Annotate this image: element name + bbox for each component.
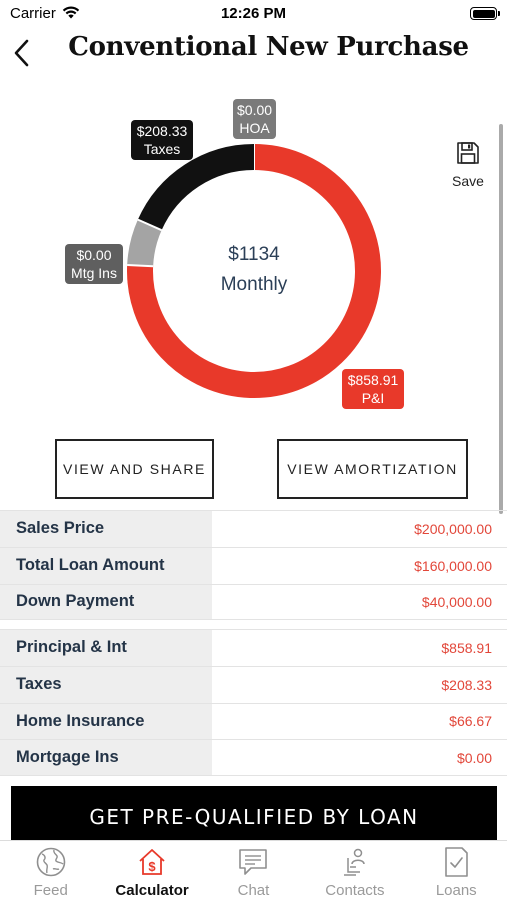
tab-label: Calculator — [115, 882, 189, 899]
contacts-icon — [343, 848, 365, 876]
donut-separator — [137, 218, 163, 232]
table-row: Principal & Int $858.91 — [0, 629, 507, 666]
callout-mtg-ins: $0.00 Mtg Ins — [65, 244, 123, 284]
tab-bar: Feed $ Calculator Chat — [0, 840, 507, 900]
tab-label: Contacts — [325, 882, 385, 899]
view-amortization-button[interactable]: VIEW AMORTIZATION — [277, 439, 468, 499]
callout-pi-label: P&I — [361, 390, 385, 406]
tab-contacts[interactable]: Contacts — [304, 841, 405, 900]
save-icon — [457, 142, 479, 164]
back-button[interactable] — [10, 36, 34, 70]
row-label: Total Loan Amount — [0, 547, 212, 584]
wifi-icon — [62, 6, 80, 19]
row-label: Down Payment — [0, 584, 212, 620]
table-row: Mortgage Ins $0.00 — [0, 739, 507, 776]
table-row: Sales Price $200,000.00 — [0, 510, 507, 547]
table-row: Down Payment $40,000.00 — [0, 583, 507, 621]
callout-taxes-label: Taxes — [143, 141, 181, 157]
save-button[interactable]: Save — [448, 140, 488, 189]
chat-icon — [239, 849, 268, 875]
view-and-share-button[interactable]: VIEW AND SHARE — [55, 439, 214, 499]
row-value: $858.91 — [441, 639, 492, 656]
callout-taxes-value: $208.33 — [136, 123, 188, 139]
row-value: $0.00 — [456, 749, 492, 766]
row-label: Sales Price — [0, 511, 212, 547]
callout-mtg-ins-value: $0.00 — [76, 247, 112, 263]
svg-text:$: $ — [148, 859, 156, 874]
battery-icon — [470, 7, 500, 20]
donut-slice-taxes — [137, 144, 255, 231]
callout-taxes: $208.33 Taxes — [131, 120, 193, 160]
donut-separator — [127, 264, 154, 268]
save-label: Save — [452, 173, 484, 189]
payment-breakdown-table: Principal & Int $858.91 Taxes $208.33 Ho… — [0, 629, 507, 776]
row-label: Taxes — [0, 666, 212, 703]
callout-pi-value: $858.91 — [347, 372, 399, 388]
loans-checklist-icon — [445, 847, 469, 877]
page-title: Conventional New Purchase — [68, 32, 469, 62]
table-row: Total Loan Amount $160,000.00 — [0, 546, 507, 584]
callout-mtg-ins-label: Mtg Ins — [71, 265, 117, 281]
row-value: $40,000.00 — [421, 593, 492, 610]
table-row: Home Insurance $66.67 — [0, 702, 507, 740]
donut-slice-p-i — [127, 144, 381, 398]
scrollbar[interactable] — [499, 124, 503, 514]
tab-loans[interactable]: Loans — [406, 841, 507, 900]
status-bar: Carrier 12:26 PM — [0, 0, 507, 28]
callout-hoa-label: HOA — [239, 120, 270, 136]
get-pre-qualified-button[interactable]: GET PRE-QUALIFIED BY LOAN — [11, 786, 497, 844]
tab-feed[interactable]: Feed — [0, 841, 101, 900]
row-value: $66.67 — [449, 713, 492, 730]
carrier-label: Carrier — [10, 5, 56, 22]
row-label: Mortgage Ins — [0, 740, 212, 775]
chevron-left-icon — [14, 39, 29, 67]
row-value: $160,000.00 — [414, 557, 492, 574]
table-row: Taxes $208.33 — [0, 665, 507, 703]
calculator-house-icon: $ — [139, 849, 165, 875]
chart-center-amount: $1134 — [228, 244, 280, 265]
tab-label: Chat — [237, 882, 270, 899]
tab-label: Feed — [33, 882, 68, 899]
row-value: $200,000.00 — [414, 520, 492, 537]
callout-hoa-value: $0.00 — [237, 102, 273, 118]
chart-center-label: Monthly — [220, 274, 288, 295]
row-label: Principal & Int — [0, 630, 212, 666]
row-value: $208.33 — [441, 676, 492, 693]
status-time: 12:26 PM — [220, 5, 287, 22]
tab-label: Loans — [435, 882, 477, 899]
callout-pi: $858.91 P&I — [342, 369, 404, 409]
row-label: Home Insurance — [0, 703, 212, 740]
donut-slice-home-insurance — [127, 219, 162, 267]
callout-hoa: $0.00 HOA — [233, 99, 276, 139]
globe-icon — [36, 847, 65, 877]
donut-svg — [127, 144, 381, 398]
tab-calculator[interactable]: $ Calculator — [101, 841, 202, 900]
payment-donut-chart: $1134 Monthly $0.00 HOA $208.33 Taxes $0… — [0, 90, 507, 420]
tab-chat[interactable]: Chat — [203, 841, 304, 900]
loan-summary-table: Sales Price $200,000.00 Total Loan Amoun… — [0, 510, 507, 621]
